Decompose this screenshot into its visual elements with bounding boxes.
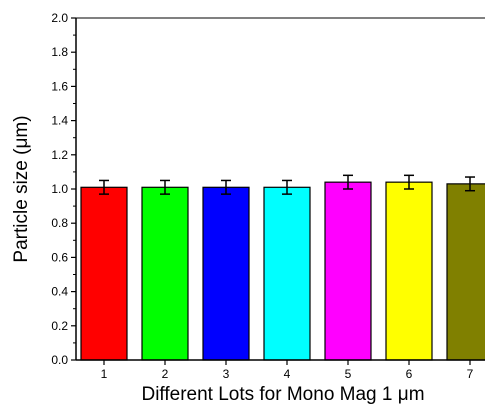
y-tick-label: 1.0	[51, 182, 68, 196]
x-tick-label: 5	[345, 367, 352, 381]
y-tick-label: 1.2	[51, 148, 68, 162]
x-axis-title: Different Lots for Mono Mag 1 μm	[141, 384, 424, 405]
x-tick-label: 7	[467, 367, 474, 381]
x-tick-label: 2	[162, 367, 169, 381]
y-tick-label: 1.4	[51, 114, 68, 128]
y-tick-label: 2.0	[51, 11, 68, 25]
y-tick-label: 0.6	[51, 250, 68, 264]
bar-lot-4	[263, 186, 311, 361]
y-tick-label: 0.2	[51, 319, 68, 333]
y-tick-label: 1.8	[51, 45, 68, 59]
bars	[80, 181, 485, 361]
y-axis-ticks: 0.0 0.2 0.4 0.6 0.8 1.0 1.2 1.4 1.6 1.8 2.0	[51, 11, 76, 367]
y-tick-label: 0.4	[51, 285, 68, 299]
bar-lot-5	[324, 181, 372, 361]
error-bars	[99, 174, 475, 195]
y-tick-label: 0.0	[51, 353, 68, 367]
y-tick-label: 0.8	[51, 216, 68, 230]
bar-lot-1	[80, 186, 128, 361]
bar-lot-3	[202, 186, 250, 361]
x-tick-label: 1	[101, 367, 108, 381]
bar-lot-6	[385, 181, 433, 361]
x-axis-ticks: 1 2 3 4 5 6 7	[101, 360, 474, 381]
x-tick-label: 4	[284, 367, 291, 381]
bar-lot-2	[141, 186, 189, 361]
bar-lot-7	[446, 183, 485, 361]
y-axis-title: Particle size (μm)	[11, 115, 32, 262]
y-tick-label: 1.6	[51, 79, 68, 93]
x-tick-label: 3	[223, 367, 230, 381]
x-tick-label: 6	[406, 367, 413, 381]
